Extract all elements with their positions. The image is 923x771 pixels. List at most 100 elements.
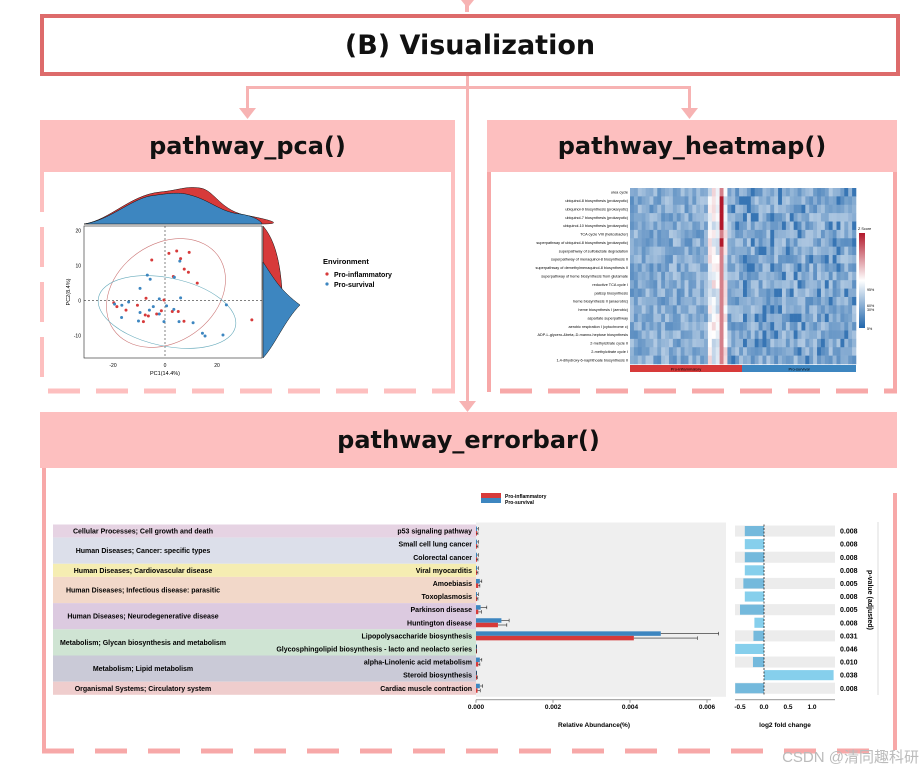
heatmap-cell <box>813 271 818 281</box>
heatmap-cell <box>668 221 674 231</box>
pca-point <box>179 296 183 300</box>
heatmap-cell <box>770 313 775 323</box>
heatmap-cell <box>676 271 681 281</box>
pca-point <box>186 270 190 274</box>
heatmap-cell <box>750 313 755 323</box>
heatmap-cell <box>805 196 810 206</box>
heatmap-cell <box>746 271 752 281</box>
heatmap-cell <box>797 355 802 365</box>
heatmap-cell <box>684 246 689 256</box>
heatmap-cell <box>762 188 767 197</box>
heatmap-cell <box>700 280 705 289</box>
heatmap-cell <box>754 196 759 206</box>
fold-tick-label: -0.5 <box>734 704 746 711</box>
p-value-label: p-value (adjusted) <box>866 570 873 630</box>
heatmap-cell <box>781 338 787 348</box>
heatmap-cell <box>719 338 724 348</box>
heatmap-cell <box>672 330 678 340</box>
heatmap-cell <box>758 280 763 289</box>
heatmap-cell <box>805 322 810 331</box>
heatmap-cell <box>715 288 720 298</box>
group-label: Cellular Processes; Cell growth and deat… <box>73 529 213 536</box>
heatmap-cell <box>774 355 779 365</box>
heatmap-cell <box>727 330 732 340</box>
heatmap-cell <box>817 204 822 214</box>
heatmap-cell <box>824 221 830 231</box>
heatmap-cell <box>743 221 748 231</box>
heatmap-cell <box>637 229 642 239</box>
pca-point <box>144 296 148 300</box>
pathway-label: Parkinson disease <box>411 607 473 614</box>
heatmap-cell <box>688 213 693 222</box>
heatmap-cell <box>630 305 635 315</box>
legend-inflammatory: Pro-inflammatory <box>505 494 547 500</box>
heatmap-cell <box>848 330 853 340</box>
heatmap-cell <box>844 330 849 340</box>
heatmap-cell <box>704 305 709 315</box>
heatmap-cell <box>672 255 678 264</box>
heatmap-cell <box>735 213 740 222</box>
heatmap-cell <box>770 188 775 197</box>
heatmap-cell <box>852 355 857 365</box>
heatmap-cell <box>836 338 841 348</box>
heatmap-cell <box>680 313 685 323</box>
pca-ytick: -10 <box>74 333 81 339</box>
heatmap-cell <box>727 288 732 298</box>
heatmap-cell <box>770 296 775 306</box>
heatmap-cell <box>645 305 650 315</box>
heatmap-row-label: 2-methylcitrate cycle I <box>591 350 628 354</box>
heatmap-cell <box>630 196 635 206</box>
heatmap-cell <box>704 196 709 206</box>
heatmap-cell <box>813 221 818 231</box>
heatmap-cell <box>781 355 787 365</box>
heatmap-cell <box>785 255 791 264</box>
heatmap-cell <box>630 213 635 222</box>
heatmap-cell <box>739 313 744 323</box>
heatmap-cell <box>750 246 755 256</box>
heatmap-cell <box>739 213 744 222</box>
pca-point <box>124 308 128 312</box>
heatmap-cell <box>844 221 849 231</box>
heatmap-cell <box>645 196 650 206</box>
heatmap-cell <box>653 305 658 315</box>
heatmap-cell <box>719 280 724 289</box>
pca-point <box>165 304 169 308</box>
heatmap-cell <box>840 263 845 273</box>
group-strip <box>53 655 476 682</box>
pca-point <box>224 303 228 307</box>
heatmap-cell <box>653 196 658 206</box>
heatmap-cell <box>665 347 670 356</box>
p-value: 0.008 <box>840 542 858 549</box>
heatmap-cell <box>668 322 674 331</box>
pathway-label: Toxoplasmosis <box>422 594 473 601</box>
heatmap-cell <box>785 196 791 206</box>
heatmap-cell <box>785 338 791 348</box>
heatmap-cell <box>649 263 654 273</box>
heatmap-cell <box>793 338 798 348</box>
heatmap-cell <box>758 296 763 306</box>
heatmap-row-label: ubiquinol-10 biosynthesis (prokaryotic) <box>563 224 629 228</box>
heatmap-cell <box>649 221 654 231</box>
heatmap-cell <box>801 263 806 273</box>
heatmap-cell <box>743 271 748 281</box>
heatmap-cell <box>645 229 650 239</box>
heatmap-cell <box>727 263 732 273</box>
heatmap-cell <box>672 204 678 214</box>
heatmap-cell <box>852 288 857 298</box>
heatmap-cell <box>715 347 720 356</box>
heatmap-cell <box>793 347 798 356</box>
heatmap-cell <box>680 196 685 206</box>
group-strip <box>53 629 476 656</box>
heatmap-cell <box>801 296 806 306</box>
heatmap-cell <box>704 263 709 273</box>
heatmap-cell <box>774 255 779 264</box>
heatmap-cell <box>723 229 728 239</box>
heatmap-cell <box>828 271 833 281</box>
heatmap-cell <box>711 196 717 206</box>
heatmap-header: pathway_heatmap() <box>487 120 897 172</box>
heatmap-cell <box>633 280 639 289</box>
heatmap-cell <box>676 313 681 323</box>
heatmap-cell <box>645 288 650 298</box>
heatmap-cell <box>649 330 654 340</box>
heatmap-cell <box>649 204 654 214</box>
